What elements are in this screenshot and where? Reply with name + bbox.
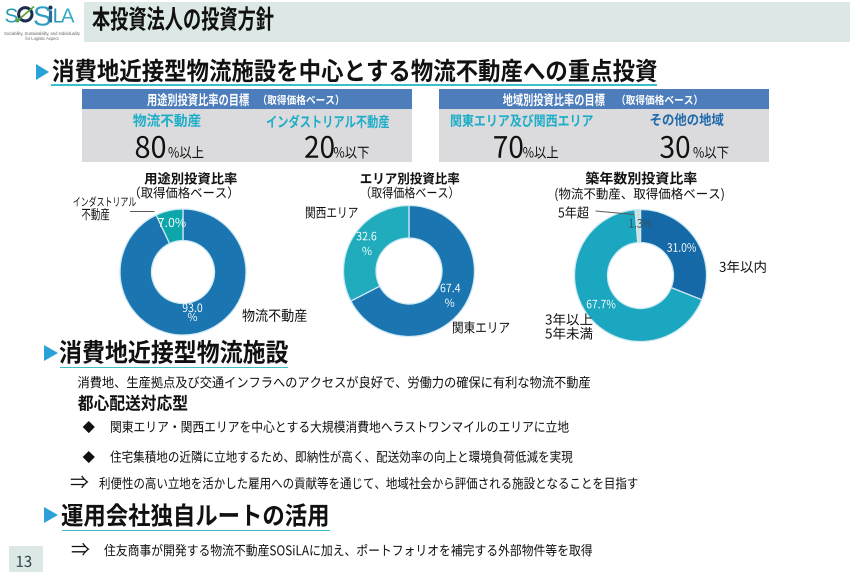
- svg-text:for Logistic Aspect: for Logistic Aspect: [25, 36, 59, 41]
- svg-text:A: A: [61, 5, 75, 28]
- svg-text:Sociability, Sustainability, a: Sociability, Sustainability, and Individ…: [4, 31, 81, 36]
- svg-text:S: S: [5, 5, 19, 28]
- svg-text:S: S: [33, 1, 52, 32]
- svg-text:L: L: [53, 5, 64, 28]
